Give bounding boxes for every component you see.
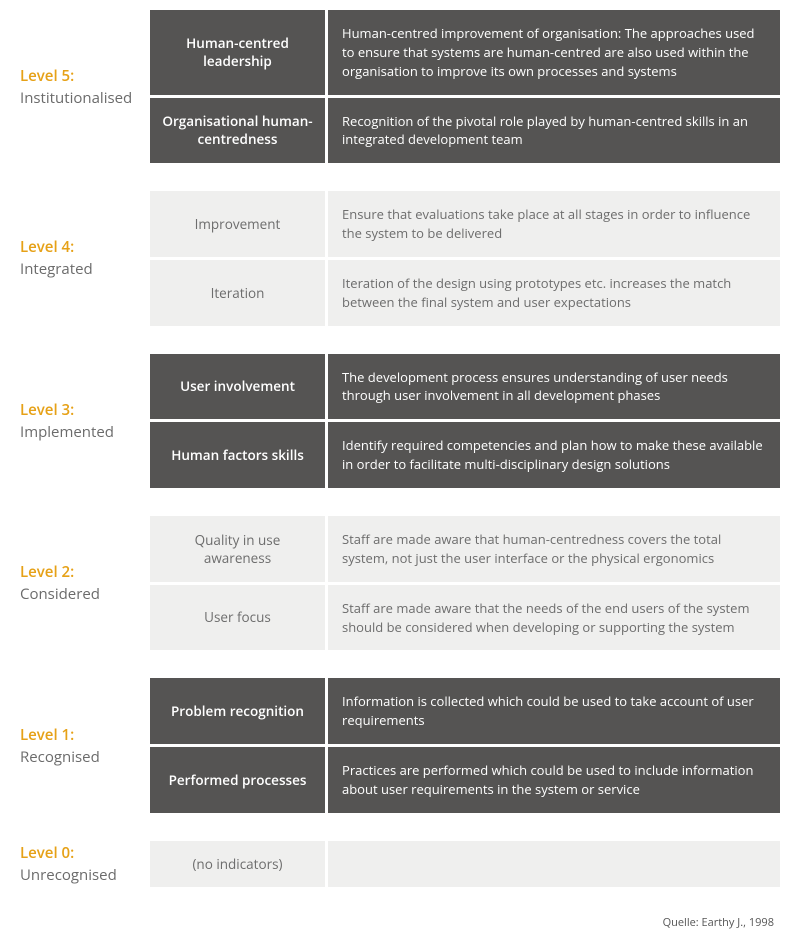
level-rows: (no indicators)	[150, 841, 780, 887]
row-description: Recognition of the pivotal role played b…	[328, 98, 780, 164]
table-row: Problem recognitionInformation is collec…	[150, 678, 780, 744]
level-block: Level 1:RecognisedProblem recognitionInf…	[20, 678, 780, 812]
row-description: Staff are made aware that the needs of t…	[328, 585, 780, 651]
level-name: Integrated	[20, 259, 140, 279]
row-description: Iteration of the design using prototypes…	[328, 260, 780, 326]
level-number: Level 2:	[20, 562, 140, 582]
row-description: Practices are performed which could be u…	[328, 747, 780, 813]
table-row: Organisational human-centrednessRecognit…	[150, 98, 780, 164]
row-title: (no indicators)	[150, 841, 325, 887]
row-title: User involvement	[150, 354, 325, 420]
table-row: Human factors skillsIdentify required co…	[150, 422, 780, 488]
row-description: Staff are made aware that human-centredn…	[328, 516, 780, 582]
level-name: Considered	[20, 584, 140, 604]
table-row: User focusStaff are made aware that the …	[150, 585, 780, 651]
level-number: Level 3:	[20, 400, 140, 420]
level-block: Level 4:IntegratedImprovementEnsure that…	[20, 191, 780, 325]
level-number: Level 0:	[20, 843, 140, 863]
table-row: Human-centred leadershipHuman-centred im…	[150, 10, 780, 95]
level-rows: User involvementThe development process …	[150, 354, 780, 488]
table-row: IterationIteration of the design using p…	[150, 260, 780, 326]
row-title: Improvement	[150, 191, 325, 257]
level-label: Level 0:Unrecognised	[20, 841, 150, 887]
row-description: Human-centred improvement of organisatio…	[328, 10, 780, 95]
row-title: Human factors skills	[150, 422, 325, 488]
row-description	[328, 841, 780, 887]
table-row: Performed processesPractices are perform…	[150, 747, 780, 813]
level-rows: ImprovementEnsure that evaluations take …	[150, 191, 780, 325]
table-row: User involvementThe development process …	[150, 354, 780, 420]
level-name: Unrecognised	[20, 865, 140, 885]
level-block: Level 2:ConsideredQuality in use awarene…	[20, 516, 780, 650]
table-row: Quality in use awarenessStaff are made a…	[150, 516, 780, 582]
level-label: Level 4:Integrated	[20, 191, 150, 325]
level-label: Level 5:Institutionalised	[20, 10, 150, 163]
level-block: Level 0:Unrecognised(no indicators)	[20, 841, 780, 887]
row-title: Organisational human-centredness	[150, 98, 325, 164]
row-description: Information is collected which could be …	[328, 678, 780, 744]
table-row: ImprovementEnsure that evaluations take …	[150, 191, 780, 257]
level-rows: Problem recognitionInformation is collec…	[150, 678, 780, 812]
level-label: Level 2:Considered	[20, 516, 150, 650]
level-name: Implemented	[20, 422, 140, 442]
row-description: Identify required competencies and plan …	[328, 422, 780, 488]
level-block: Level 5:InstitutionalisedHuman-centred l…	[20, 10, 780, 163]
maturity-table: Level 5:InstitutionalisedHuman-centred l…	[20, 10, 780, 887]
row-title: Problem recognition	[150, 678, 325, 744]
level-block: Level 3:ImplementedUser involvementThe d…	[20, 354, 780, 488]
level-number: Level 5:	[20, 66, 140, 86]
row-title: Performed processes	[150, 747, 325, 813]
row-title: Human-centred leadership	[150, 10, 325, 95]
level-number: Level 1:	[20, 725, 140, 745]
level-name: Institutionalised	[20, 88, 140, 108]
level-label: Level 1:Recognised	[20, 678, 150, 812]
table-row: (no indicators)	[150, 841, 780, 887]
level-rows: Quality in use awarenessStaff are made a…	[150, 516, 780, 650]
level-label: Level 3:Implemented	[20, 354, 150, 488]
row-title: Iteration	[150, 260, 325, 326]
level-name: Recognised	[20, 747, 140, 767]
row-title: Quality in use awareness	[150, 516, 325, 582]
row-description: Ensure that evaluations take place at al…	[328, 191, 780, 257]
source-citation: Quelle: Earthy J., 1998	[20, 915, 774, 930]
row-title: User focus	[150, 585, 325, 651]
level-number: Level 4:	[20, 237, 140, 257]
row-description: The development process ensures understa…	[328, 354, 780, 420]
level-rows: Human-centred leadershipHuman-centred im…	[150, 10, 780, 163]
